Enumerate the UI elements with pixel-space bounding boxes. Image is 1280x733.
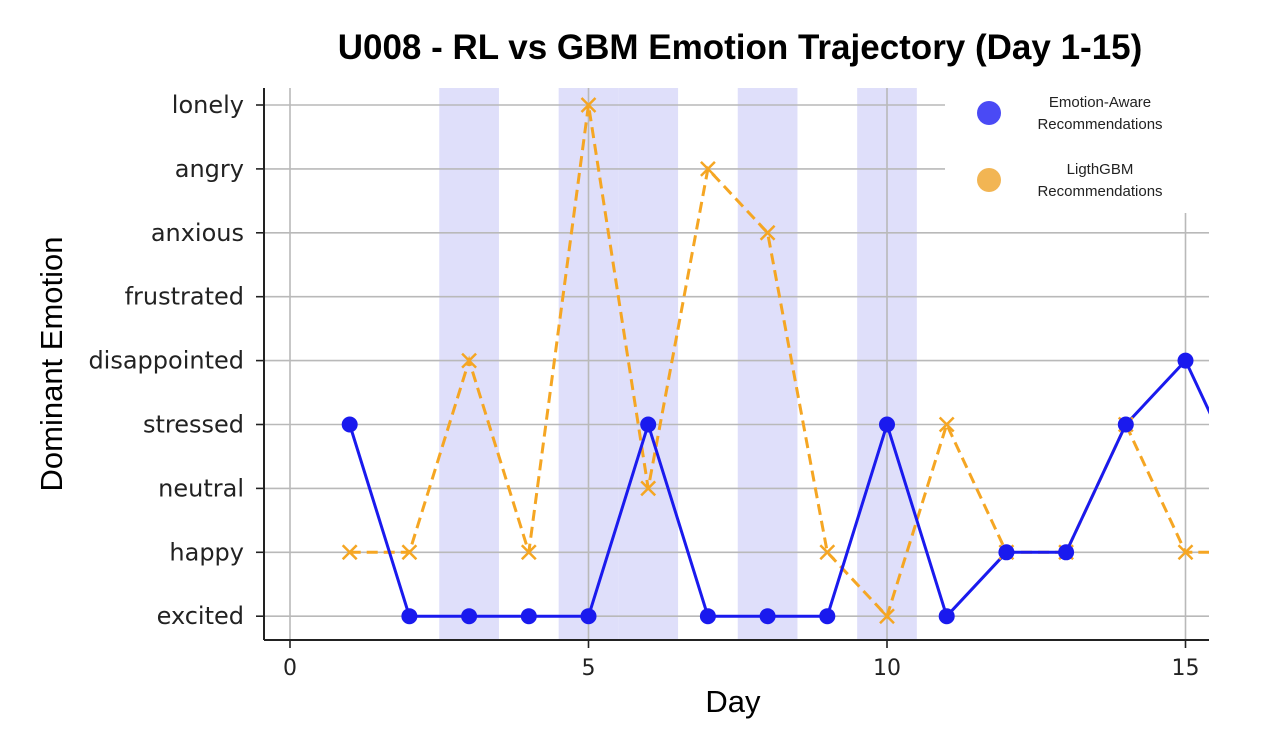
y-tick-label: excited <box>157 602 244 630</box>
x-marker-stroke <box>700 161 716 177</box>
x-marker-stroke <box>461 352 477 369</box>
shaded-band <box>737 88 798 640</box>
axes <box>263 88 1209 641</box>
data-point-gbm <box>341 544 358 561</box>
y-tick-label: disappointed <box>88 347 244 375</box>
data-point-gbm <box>700 161 716 177</box>
legend-label: LigthGBM <box>1067 161 1134 178</box>
x-marker-stroke <box>520 544 537 561</box>
data-point-rl <box>819 608 836 625</box>
legend: Emotion-Aware Recommendations LigthGBM Reco… <box>945 88 1209 213</box>
legend-label: Recommendations <box>1037 183 1162 200</box>
x-tick-label: 15 <box>1172 656 1200 681</box>
y-tick-label: happy <box>169 538 244 566</box>
data-point-gbm <box>640 480 657 497</box>
x-tick-label: 5 <box>582 656 596 681</box>
legend-marker <box>977 101 1001 125</box>
x-axis-title: Day <box>705 684 761 719</box>
data-point-rl <box>461 608 478 625</box>
x-marker-stroke <box>640 480 657 497</box>
data-point-rl <box>341 416 358 433</box>
shaded-band <box>618 88 679 640</box>
x-marker-stroke <box>1238 545 1252 559</box>
data-point-gbm <box>401 544 418 561</box>
data-point-rl <box>401 608 418 625</box>
data-point-rl <box>640 416 657 433</box>
series-markers <box>341 97 1253 625</box>
y-axis-title: Dominant Emotion <box>34 236 69 491</box>
data-point-gbm <box>819 544 836 561</box>
y-tick-label: stressed <box>143 411 244 439</box>
x-marker-stroke <box>879 608 895 625</box>
data-point-gbm <box>580 97 597 113</box>
y-tick-label: lonely <box>172 91 244 119</box>
x-marker-stroke <box>341 544 358 561</box>
data-point-gbm <box>461 352 477 369</box>
chart-title: U008 - RL vs GBM Emotion Trajectory (Day… <box>337 28 1143 67</box>
y-tick-label: frustrated <box>125 283 244 311</box>
y-tick-labels: excited happy neutral stressed disappointed f… <box>88 91 264 630</box>
x-marker-stroke <box>938 416 955 433</box>
data-point-rl <box>1117 416 1134 433</box>
y-tick-label: angry <box>175 155 244 183</box>
data-point-rl <box>879 416 895 433</box>
data-point-rl <box>938 608 955 625</box>
series-line <box>349 104 1209 620</box>
x-tick-labels: 0 5 10 15 <box>283 640 1200 681</box>
data-point-rl <box>520 608 537 625</box>
x-tick-label: 0 <box>283 656 297 681</box>
y-tick-label: anxious <box>151 219 244 247</box>
x-marker-stroke <box>401 544 418 561</box>
series-lines <box>348 104 1209 620</box>
x-marker-stroke <box>759 224 776 241</box>
x-tick-label: 10 <box>873 656 901 681</box>
data-point-gbm <box>520 544 537 561</box>
legend-marker <box>977 168 1001 192</box>
data-point-rl <box>998 544 1015 561</box>
series-line <box>348 357 1209 620</box>
x-marker-stroke <box>580 97 597 113</box>
data-point-rl <box>759 608 776 625</box>
data-point-gbm <box>938 416 955 433</box>
x-marker-stroke <box>1177 544 1194 561</box>
data-point-rl <box>1177 352 1194 369</box>
data-point-rl <box>1237 480 1253 496</box>
data-point-gbm <box>1238 545 1252 559</box>
data-point-rl <box>580 608 597 625</box>
data-point-rl <box>1058 544 1075 561</box>
legend-label: Recommendations <box>1037 116 1162 133</box>
data-point-rl <box>699 608 716 625</box>
data-point-gbm <box>879 608 895 625</box>
legend-label: Emotion-Aware <box>1049 94 1151 111</box>
y-tick-label: neutral <box>158 474 244 502</box>
data-point-gbm <box>759 224 776 241</box>
x-marker-stroke <box>1238 545 1252 559</box>
x-marker-stroke <box>819 544 836 561</box>
data-point-gbm <box>1177 544 1194 561</box>
